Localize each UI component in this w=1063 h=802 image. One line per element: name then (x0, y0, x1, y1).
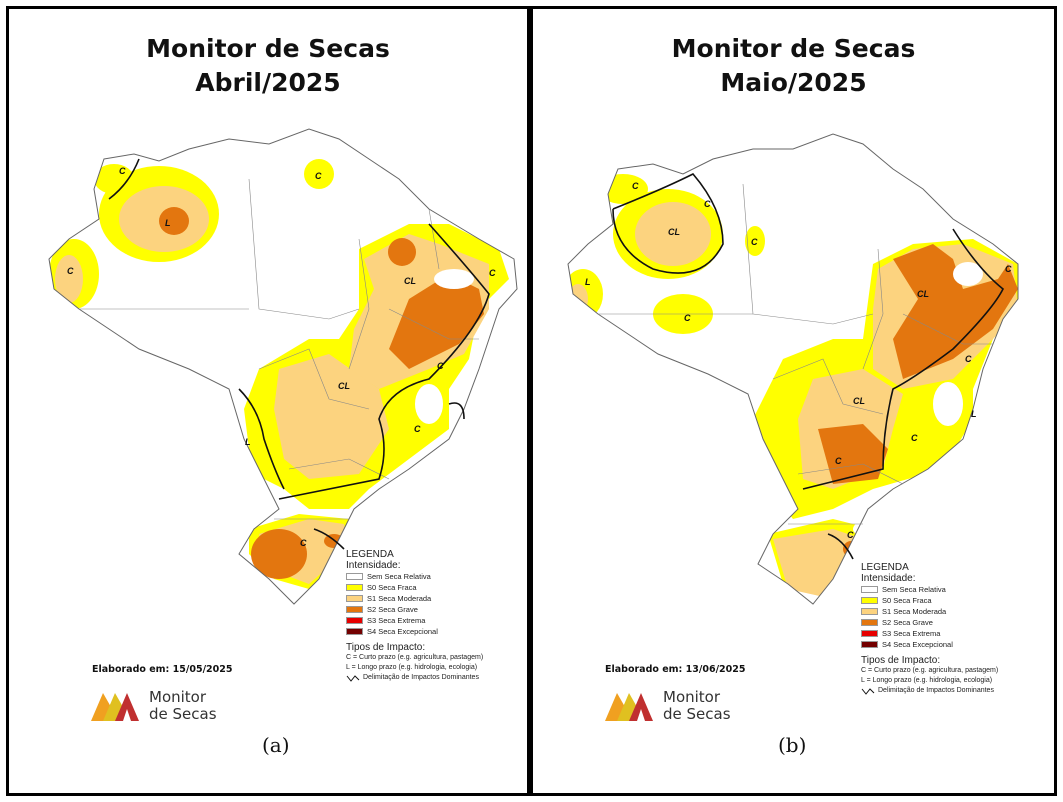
legend-swatch (346, 573, 363, 580)
monitor-de-secas-logo-icon (605, 693, 653, 721)
impact-label: C (847, 530, 854, 540)
legend-swatch (346, 617, 363, 624)
monitor-de-secas-logo-icon (91, 693, 139, 721)
map-panel-april: Monitor de Secas Abril/2025 (6, 6, 530, 796)
legend-subtitle: Intensidade: (346, 560, 401, 571)
legend-title: LEGENDA (346, 549, 394, 560)
impact-label: CL (338, 381, 350, 391)
legend-item: Sem Seca Relativa (861, 584, 998, 595)
legend-swatch (346, 628, 363, 635)
impact-line-legend: Delimitação de Impactos Dominantes (861, 686, 998, 696)
legend-subtitle: Intensidade: (861, 573, 916, 584)
elaborated-date: Elaborado em: 15/05/2025 (92, 664, 233, 675)
impact-label: L (585, 277, 591, 287)
legend-item: S0 Seca Fraca (346, 582, 483, 593)
impact-label: L (245, 437, 251, 447)
legend-swatch (861, 641, 878, 648)
impact-label: L (971, 409, 977, 419)
legend-item: S2 Seca Grave (346, 604, 483, 615)
legend-item: S3 Seca Extrema (346, 615, 483, 626)
legend-item: S3 Seca Extrema (861, 628, 998, 639)
legend-swatch (346, 584, 363, 591)
impact-label: CL (668, 227, 680, 237)
impact-label: C (67, 266, 74, 276)
impact-label: C (1005, 264, 1012, 274)
legend-swatch (861, 630, 878, 637)
legend-item: S2 Seca Grave (861, 617, 998, 628)
impact-types-title: Tipos de Impacto: (346, 642, 426, 653)
impact-label: C (911, 433, 918, 443)
logo-text-line2: de Secas (663, 705, 731, 723)
legend-item: S4 Seca Excepcional (346, 626, 483, 637)
panel-caption: (a) (262, 733, 290, 757)
impact-label: CL (853, 396, 865, 406)
map-subtitle: Abril/2025 (195, 68, 341, 97)
impact-label: C (965, 354, 972, 364)
logo-text-line2: de Secas (149, 705, 217, 723)
map-subtitle: Maio/2025 (720, 68, 867, 97)
impact-long-term: L = Longo prazo (e.g. hidrologia, ecolog… (346, 664, 478, 671)
logo-text-line1: Monitor (663, 688, 721, 706)
impact-label: C (119, 166, 126, 176)
impact-short-term: C = Curto prazo (e.g. agricultura, pasta… (346, 654, 484, 661)
legend-swatch (861, 597, 878, 604)
impact-label: C (437, 361, 444, 371)
legend-swatch (861, 608, 878, 615)
legend-swatch (861, 586, 878, 593)
brazil-drought-map: C C CL C L C C CL C CL L C C C (567, 133, 1019, 605)
logo-text-line1: Monitor (149, 688, 207, 706)
impact-label: C (414, 424, 421, 434)
boundary-line-icon (346, 675, 360, 682)
impact-label: C (300, 538, 307, 548)
impact-label: C (489, 268, 496, 278)
impact-label: CL (404, 276, 416, 286)
legend-item: S1 Seca Moderada (346, 593, 483, 604)
impact-line-legend: Delimitação de Impactos Dominantes (346, 673, 483, 683)
impact-label: L (165, 218, 171, 228)
legend-item: S1 Seca Moderada (861, 606, 998, 617)
legend: LEGENDA Intensidade: Sem Seca Relativa S… (861, 562, 998, 696)
elaborated-date: Elaborado em: 13/06/2025 (605, 664, 746, 675)
impact-label: CL (917, 289, 929, 299)
legend-swatch (346, 606, 363, 613)
map-title: Monitor de Secas (671, 34, 916, 63)
impact-types-title: Tipos de Impacto: (861, 655, 941, 666)
legend-item: S0 Seca Fraca (861, 595, 998, 606)
impact-label: C (704, 199, 711, 209)
impact-label: C (835, 456, 842, 466)
impact-label: C (632, 181, 639, 191)
legend-item: Sem Seca Relativa (346, 571, 483, 582)
legend-title: LEGENDA (861, 562, 909, 573)
panel-caption: (b) (778, 733, 807, 757)
map-title: Monitor de Secas (146, 34, 390, 63)
legend-swatch (861, 619, 878, 626)
boundary-line-icon (861, 688, 875, 695)
legend-swatch (346, 595, 363, 602)
impact-label: C (684, 313, 691, 323)
brazil-drought-map: C L CL C C C CL C L C C (48, 128, 518, 605)
legend: LEGENDA Intensidade: Sem Seca Relativa S… (346, 549, 483, 683)
impact-label: C (315, 171, 322, 181)
impact-long-term: L = Longo prazo (e.g. hidrologia, ecolog… (861, 677, 993, 684)
impact-label: C (751, 237, 758, 247)
impact-short-term: C = Curto prazo (e.g. agricultura, pasta… (861, 667, 999, 674)
legend-item: S4 Seca Excepcional (861, 639, 998, 650)
map-panel-may: Monitor de Secas Maio/2025 (530, 6, 1057, 796)
